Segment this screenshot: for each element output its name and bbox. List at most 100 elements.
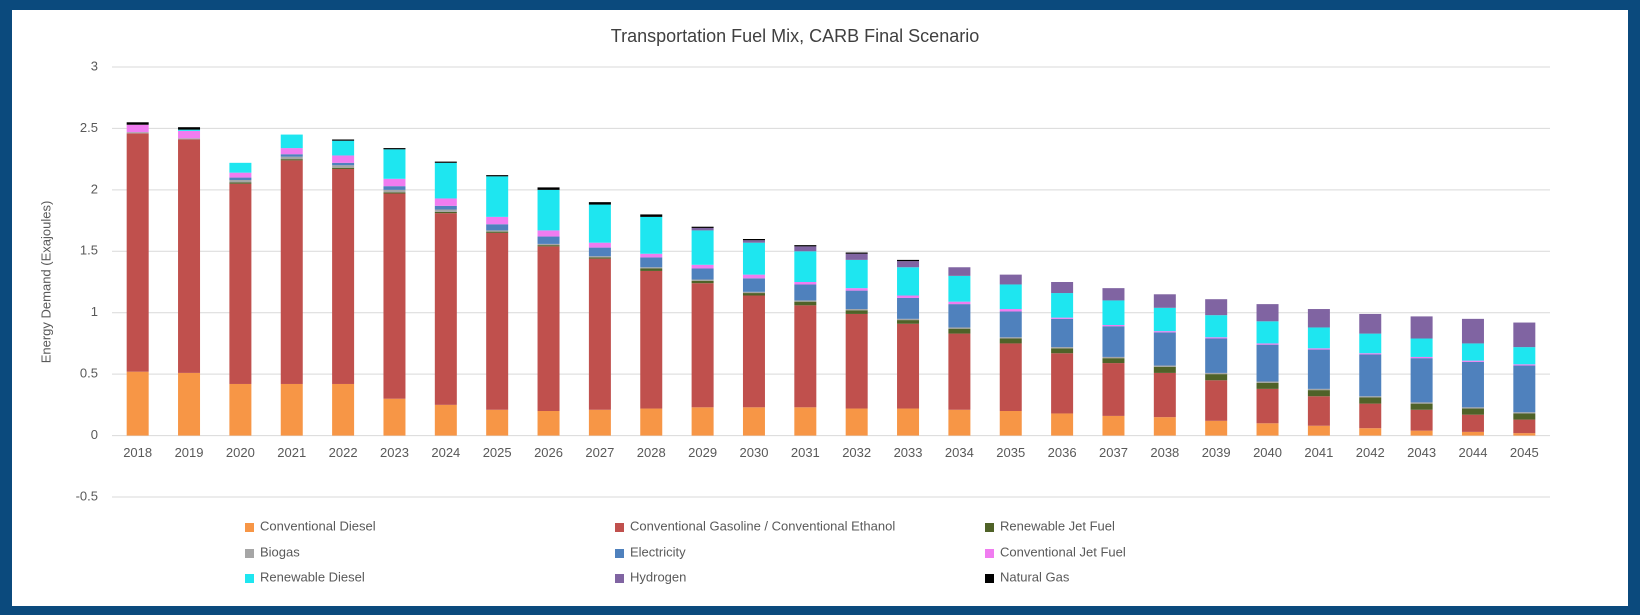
x-tick-label: 2036 [1048, 445, 1077, 460]
bar-segment [999, 309, 1022, 312]
bar-segment [1359, 313, 1382, 334]
bar-segment [1205, 380, 1228, 421]
bar-segment [1513, 322, 1536, 348]
bar-segment [742, 278, 765, 292]
legend-swatch [985, 523, 994, 532]
bar-segment [229, 180, 252, 183]
bar-segment [640, 268, 663, 271]
bar-segment [1256, 321, 1279, 344]
bar-segment [1359, 396, 1382, 398]
bar-segment [229, 162, 252, 173]
bar-segment [1307, 327, 1330, 349]
bar-segment [1102, 326, 1125, 357]
bar-segment [1256, 388, 1279, 424]
bar-segment [588, 409, 611, 436]
bar-segment [640, 257, 663, 268]
y-tick-label: 1 [91, 304, 98, 319]
x-tick-label: 2040 [1253, 445, 1282, 460]
bar-segment [897, 408, 920, 436]
bar-segment [486, 216, 509, 225]
bar-segment [280, 148, 303, 155]
bar-segment [1513, 347, 1536, 365]
bar-segment [1359, 428, 1382, 436]
legend-label: Natural Gas [1000, 569, 1070, 584]
bar-segment [537, 246, 560, 411]
x-tick-label: 2042 [1356, 445, 1385, 460]
bar-segment [845, 252, 868, 254]
bar-segment [537, 245, 560, 247]
x-tick-label: 2032 [842, 445, 871, 460]
bar-segment [1513, 364, 1536, 366]
bar-segment [1102, 300, 1125, 325]
bar-segment [691, 283, 714, 408]
bar-segment [845, 290, 868, 310]
bar-segment [999, 343, 1022, 411]
bar-segment [948, 267, 971, 276]
bar-segment [742, 239, 765, 241]
legend-swatch [615, 549, 624, 558]
bar-segment [948, 275, 971, 302]
bar-segment [537, 187, 560, 190]
bar-segment [588, 242, 611, 248]
bar-segment [1256, 304, 1279, 322]
bar-segment [1359, 397, 1382, 404]
bar-segment [845, 309, 868, 311]
bar-segment [1051, 347, 1074, 349]
x-tick-label: 2028 [637, 445, 666, 460]
bar-segment [845, 310, 868, 314]
bar-segment [691, 264, 714, 269]
x-tick-label: 2025 [483, 445, 512, 460]
bar-segment [588, 204, 611, 243]
bar-segment [383, 186, 406, 190]
bar-segment [1410, 409, 1433, 431]
bar-segment [1359, 354, 1382, 397]
bar-segment [486, 175, 509, 177]
bar-segment [126, 122, 149, 125]
y-axis-label: Energy Demand (Exajoules) [38, 201, 53, 364]
bar-segment [794, 305, 817, 408]
bar-segment [1410, 403, 1433, 410]
bar-segment [742, 291, 765, 294]
bar-segment [1205, 315, 1228, 338]
bar-segment [1513, 433, 1536, 436]
bar-segment [1359, 333, 1382, 354]
bar-segment [1513, 413, 1536, 420]
bar-segment [178, 139, 201, 373]
bar-segment [434, 213, 457, 405]
bar-segment [383, 192, 406, 194]
bar-segment [794, 407, 817, 436]
bar-segment [178, 372, 201, 436]
bar-segment [280, 134, 303, 149]
x-tick-label: 2027 [585, 445, 614, 460]
bar-segment [1461, 318, 1484, 344]
bar-segment [1102, 325, 1125, 327]
legend-swatch [985, 574, 994, 583]
bar-segment [178, 130, 201, 139]
bar-segment [434, 211, 457, 214]
legend-label: Renewable Jet Fuel [1000, 518, 1115, 533]
bar-segment [1461, 343, 1484, 361]
bar-segment [280, 156, 303, 160]
bar-segment [794, 301, 817, 306]
bar-segment [229, 177, 252, 181]
bar-segment [845, 288, 868, 291]
bar-segment [1359, 403, 1382, 429]
bar-segment [1461, 431, 1484, 436]
bar-segment [588, 247, 611, 257]
bar-segment [1256, 343, 1279, 345]
legend-swatch [985, 549, 994, 558]
x-tick-label: 2026 [534, 445, 563, 460]
legend-swatch [245, 549, 254, 558]
x-tick-label: 2022 [329, 445, 358, 460]
bar-segment [948, 409, 971, 436]
x-tick-label: 2018 [123, 445, 152, 460]
bar-segment [640, 253, 663, 258]
x-tick-label: 2039 [1202, 445, 1231, 460]
bar-segment [794, 300, 817, 302]
bar-segment [383, 193, 406, 399]
chart-background [12, 10, 1628, 606]
legend-swatch [245, 523, 254, 532]
bar-segment [178, 129, 201, 131]
